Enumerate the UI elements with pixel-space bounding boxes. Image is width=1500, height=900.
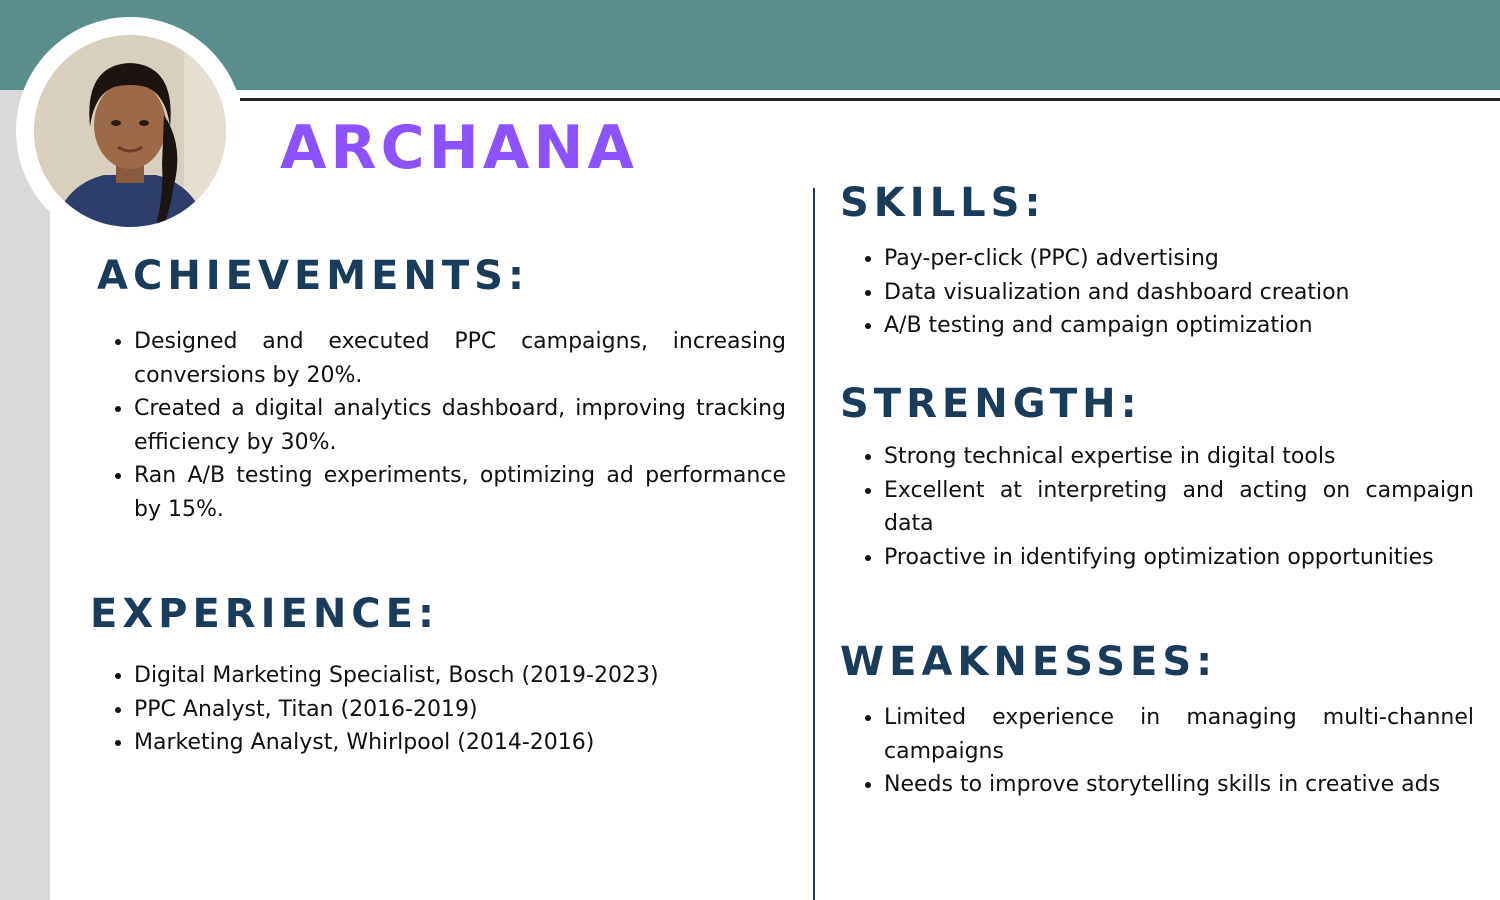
header-rule [240,98,1500,101]
list-item: Digital Marketing Specialist, Bosch (201… [134,659,804,693]
experience-heading: EXPERIENCE: [90,591,439,637]
profile-photo [34,35,226,227]
list-item: PPC Analyst, Titan (2016-2019) [134,693,804,727]
column-divider [813,188,815,900]
weaknesses-heading: WEAKNESSES: [840,639,1218,685]
list-item: Strong technical expertise in digital to… [884,440,1474,474]
list-item: Excellent at interpreting and acting on … [884,474,1474,541]
list-item: Needs to improve storytelling skills in … [884,768,1474,802]
list-item: Limited experience in managing multi-cha… [884,701,1474,768]
list-item: Data visualization and dashboard creatio… [884,276,1474,310]
list-item: Ran A/B testing experiments, optimizing … [134,459,786,526]
header-band [0,0,1500,90]
list-item: Designed and executed PPC campaigns, inc… [134,325,786,392]
strength-heading: STRENGTH: [840,381,1142,427]
person-portrait-icon [34,35,226,227]
experience-list: Digital Marketing Specialist, Bosch (201… [100,659,804,760]
list-item: Proactive in identifying optimization op… [884,541,1474,575]
achievements-heading: ACHIEVEMENTS: [97,253,529,299]
list-item: Pay-per-click (PPC) advertising [884,242,1474,276]
skills-list: Pay-per-click (PPC) advertising Data vis… [850,242,1474,343]
weaknesses-list: Limited experience in managing multi-cha… [850,701,1474,802]
left-accent-strip [0,90,50,900]
list-item: Created a digital analytics dashboard, i… [134,392,786,459]
list-item: Marketing Analyst, Whirlpool (2014-2016) [134,726,804,760]
list-item: A/B testing and campaign optimization [884,309,1474,343]
skills-heading: SKILLS: [840,180,1046,226]
strength-list: Strong technical expertise in digital to… [850,440,1474,574]
candidate-name: ARCHANA [280,113,638,183]
achievements-list: Designed and executed PPC campaigns, inc… [100,325,786,526]
